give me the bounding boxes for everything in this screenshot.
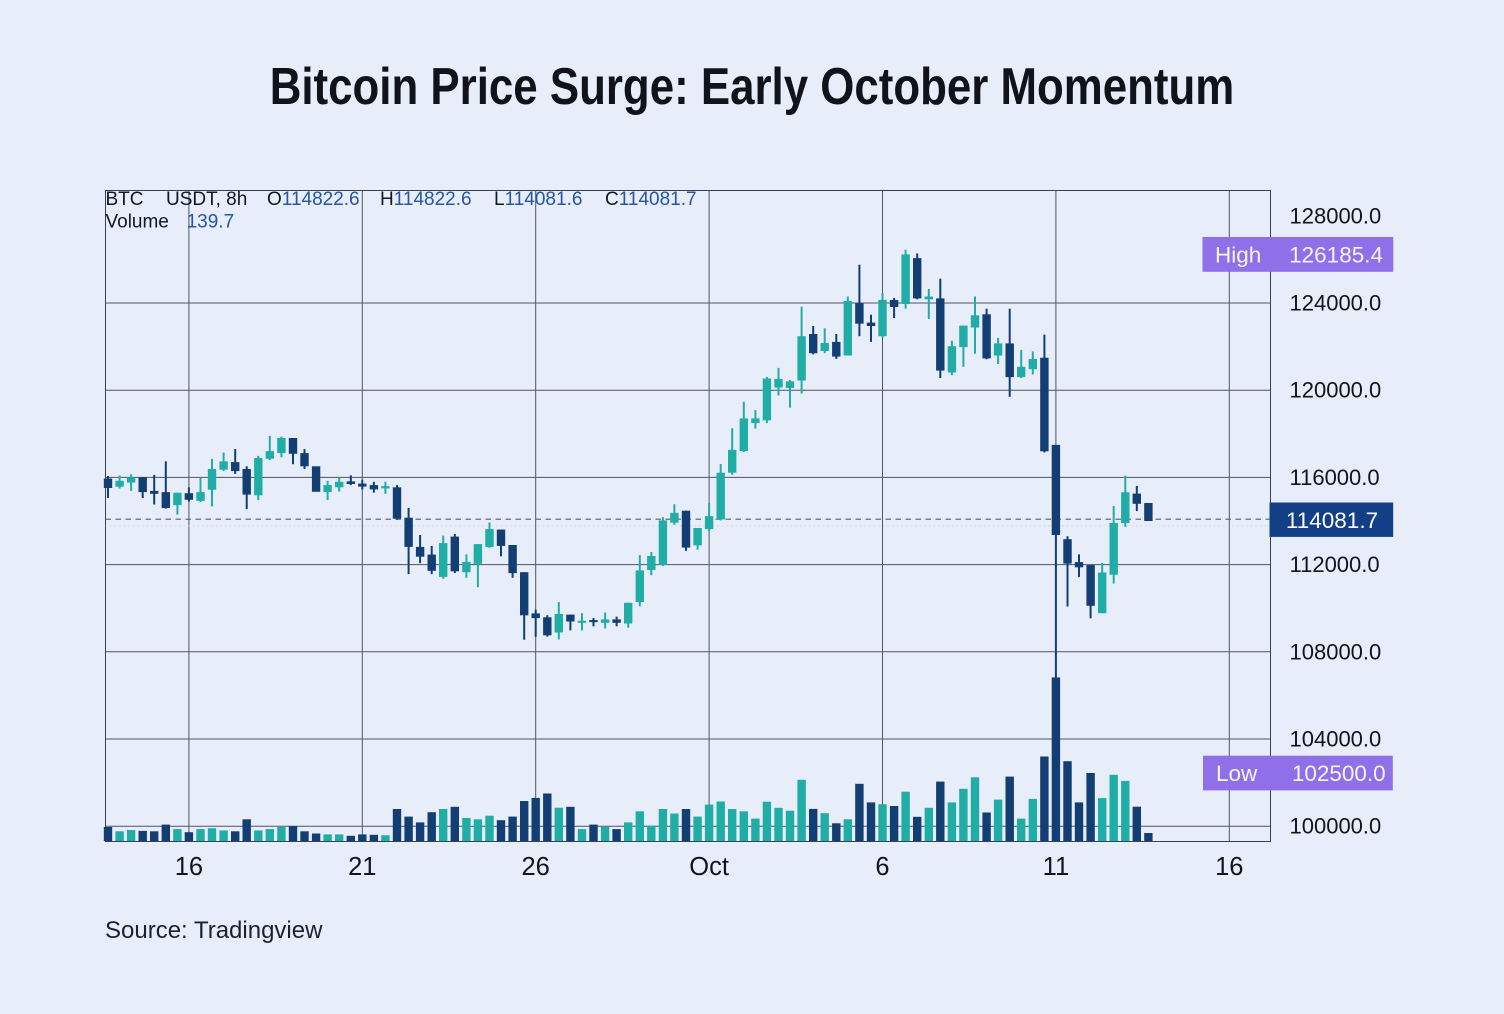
svg-text:120000.0: 120000.0 (1290, 378, 1382, 403)
svg-text:114081.7: 114081.7 (1286, 508, 1378, 533)
svg-text:H114822.6: H114822.6 (380, 189, 472, 210)
svg-text:16: 16 (1215, 853, 1243, 881)
svg-text:USDT, 8h: USDT, 8h (166, 189, 247, 210)
svg-text:100000.0: 100000.0 (1290, 814, 1382, 839)
svg-text:104000.0: 104000.0 (1290, 727, 1382, 752)
svg-text:112000.0: 112000.0 (1290, 552, 1380, 577)
svg-text:126185.4: 126185.4 (1289, 243, 1383, 268)
svg-text:26: 26 (522, 853, 550, 881)
svg-text:124000.0: 124000.0 (1290, 291, 1382, 316)
svg-text:L114081.6: L114081.6 (494, 189, 582, 210)
svg-text:O114822.6: O114822.6 (267, 189, 360, 210)
svg-text:11: 11 (1043, 853, 1069, 881)
svg-text:128000.0: 128000.0 (1290, 203, 1382, 228)
svg-text:139.7: 139.7 (187, 212, 235, 233)
svg-text:16: 16 (175, 853, 203, 881)
svg-text:Low: Low (1216, 761, 1258, 786)
svg-text:Volume: Volume (106, 212, 169, 233)
svg-text:6: 6 (875, 853, 889, 881)
svg-text:High: High (1215, 243, 1261, 268)
svg-text:BTC: BTC (106, 189, 144, 210)
svg-text:C114081.7: C114081.7 (605, 189, 697, 210)
svg-text:108000.0: 108000.0 (1290, 639, 1382, 664)
svg-text:Oct: Oct (689, 853, 729, 881)
svg-text:102500.0: 102500.0 (1292, 761, 1386, 786)
svg-text:21: 21 (348, 853, 376, 881)
svg-text:116000.0: 116000.0 (1290, 465, 1380, 490)
